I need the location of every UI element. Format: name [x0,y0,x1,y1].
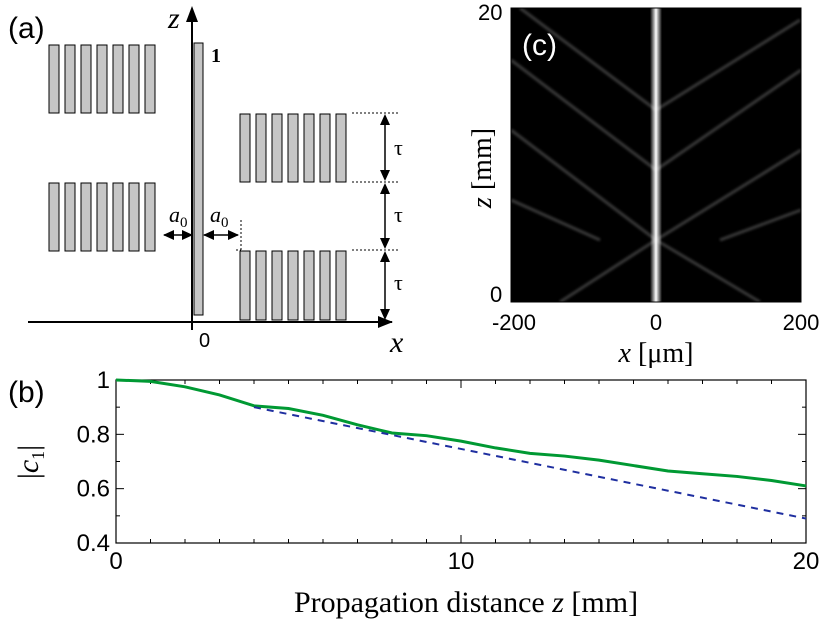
array-waveguide [80,44,92,114]
array-waveguide [239,113,251,183]
tau-label-1: τ [394,135,403,160]
array-waveguide [144,182,156,252]
central-waveguide [193,42,204,316]
array-waveguide [96,182,108,252]
panel-label-b: (b) [8,376,45,409]
chart-y-axis-label: |c1| [12,445,48,479]
array-waveguide [335,113,347,183]
chart-series [115,378,807,520]
array-waveguide [128,44,140,114]
array-waveguide [144,44,156,114]
array-waveguide [303,250,315,321]
diffraction-ray [655,18,801,112]
array-waveguide [80,182,92,252]
series-line-2 [253,406,807,520]
array-waveguide [255,113,267,183]
array-waveguide [319,113,331,183]
x-tick-label: 0 [109,548,122,575]
schematic-origin-label: 0 [199,330,210,352]
array-waveguide [335,250,347,321]
diffraction-ray [719,208,801,242]
schematic-z-label: z [167,2,180,35]
diffraction-ray [511,198,601,242]
schematic-x-label: x [389,326,404,359]
intensity-map-panel: (c) 20 0 -200 0 200 x [μm] z [mm] [467,0,819,369]
spacing-label-left: a0 [169,202,188,231]
array-waveguide [303,113,315,183]
intensity-map-frame [510,7,802,303]
array-waveguide [48,182,60,252]
y-tick-label: 0.4 [77,530,110,557]
diffraction-ray [655,238,761,302]
map-x-tick-mid: 0 [650,310,662,335]
array-waveguide [271,113,283,183]
x-tick-label: 10 [448,548,475,575]
panel-label-a: (a) [8,12,45,45]
x-tick-label: 20 [793,548,820,575]
array-waveguide [64,44,76,114]
map-x-axis-label: x [μm] [618,338,694,369]
waveguide-number-label: 1 [211,45,221,67]
tau-label-3: τ [394,270,403,295]
spacing-arrowheads [163,230,239,240]
spacing-label-right: a0 [210,202,229,231]
array-waveguide [96,44,108,114]
schematic-z-arrowhead [186,6,198,22]
diffraction-ray [519,8,657,112]
array-waveguide [128,182,140,252]
array-waveguide [112,44,124,114]
y-tick-label: 1 [97,367,110,394]
waveguide-arrays [48,44,347,321]
diffraction-ray [655,68,801,172]
array-waveguide [319,250,331,321]
diffraction-ray [559,238,657,302]
chart-plot-area [115,379,807,544]
tau-label-2: τ [394,202,403,227]
chart-tick-labels: 0 10 20 0.4 0.6 0.8 1 [77,367,820,575]
central-beam [650,8,662,302]
array-waveguide [48,44,60,114]
array-waveguide [287,250,299,321]
array-waveguide [64,182,76,252]
map-x-tick-left: -200 [492,310,536,335]
chart-x-axis-label: Propagation distance z [mm] [294,586,638,619]
schematic-x-arrowhead [378,316,393,328]
line-chart-panel: (b) 0 10 20 0.4 0.6 0.8 1 Propagation distance… [8,367,819,619]
tau-arrowheads [380,114,390,320]
diffraction-ray [511,58,657,172]
map-y-axis-label: z [mm] [467,128,498,209]
array-waveguide [239,250,251,321]
map-y-tick-bottom: 0 [490,282,502,307]
intensity-map-image [511,8,801,302]
map-x-tick-right: 200 [783,310,820,335]
array-waveguide [255,250,267,321]
panel-label-c: (c) [522,29,557,62]
chart-ticks [115,379,807,544]
series-line-1 [115,378,807,488]
y-tick-label: 0.8 [77,421,110,448]
array-waveguide [287,113,299,183]
array-waveguide [271,250,283,321]
y-tick-label: 0.6 [77,476,110,503]
schematic-panel: (a) z x 0 1 [8,2,404,359]
array-waveguide [112,182,124,252]
tau-guides [236,112,398,251]
map-y-tick-top: 20 [478,0,502,25]
diffraction-ray [655,148,801,242]
diffraction-ray [511,128,657,242]
